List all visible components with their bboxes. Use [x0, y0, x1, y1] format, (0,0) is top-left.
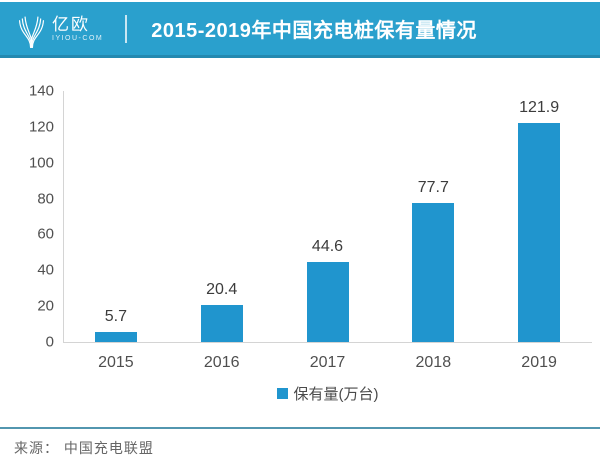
y-axis-line: [63, 91, 64, 342]
y-tick-label: 60: [37, 225, 54, 243]
x-axis-label: 2019: [521, 354, 557, 371]
source-text: 来源： 中国充电联盟: [14, 440, 154, 456]
y-tick-label: 40: [37, 261, 54, 279]
x-axis-label: 2017: [309, 354, 346, 371]
logo-domain: IYIOU-COM: [52, 35, 104, 42]
y-tick-label: 0: [45, 333, 54, 351]
logo-text: 亿欧 IYIOU-COM: [52, 15, 103, 42]
y-tick-label: 120: [28, 118, 54, 136]
bar-value-label: 44.6: [311, 238, 344, 255]
bar-value-label: 5.7: [104, 308, 128, 325]
x-axis-label: 2018: [415, 354, 452, 371]
bar-value-label: 121.9: [519, 99, 560, 116]
x-axis-line: [63, 342, 592, 343]
x-axis-label: 2015: [98, 354, 134, 371]
bar-2016: [200, 305, 243, 342]
legend-swatch-icon: [276, 387, 288, 399]
bar-2018: [412, 203, 455, 342]
header-divider: [125, 14, 128, 43]
y-tick-label: 80: [37, 190, 54, 208]
legend-label: 保有量(万台): [293, 385, 379, 403]
y-tick-label: 20: [37, 297, 54, 315]
footer-divider: [0, 427, 600, 429]
header-banner: 亿欧 IYIOU-COM 2015-2019年中国充电桩保有量情况: [0, 2, 600, 58]
bar-2017: [306, 262, 349, 342]
iyiou-logo-icon: [18, 15, 45, 48]
logo-name: 亿欧: [52, 15, 90, 34]
y-tick-label: 100: [28, 154, 54, 172]
chart-title: 2015-2019年中国充电桩保有量情况: [151, 20, 477, 42]
x-axis-label: 2016: [203, 354, 240, 371]
y-tick-label: 140: [28, 82, 54, 100]
bar-chart: 0 20 40 60 80 100 120 140 5.7 2015 20.4 2016 44.6 20…: [0, 58, 600, 428]
bar-value-label: 77.7: [417, 179, 449, 196]
bar-value-label: 20.4: [206, 281, 238, 298]
legend: 保有量(万台): [63, 384, 592, 403]
iyiou-logo: 亿欧 IYIOU-COM: [15, 8, 103, 50]
bar-2015: [94, 332, 137, 342]
bar-2019: [518, 123, 561, 342]
